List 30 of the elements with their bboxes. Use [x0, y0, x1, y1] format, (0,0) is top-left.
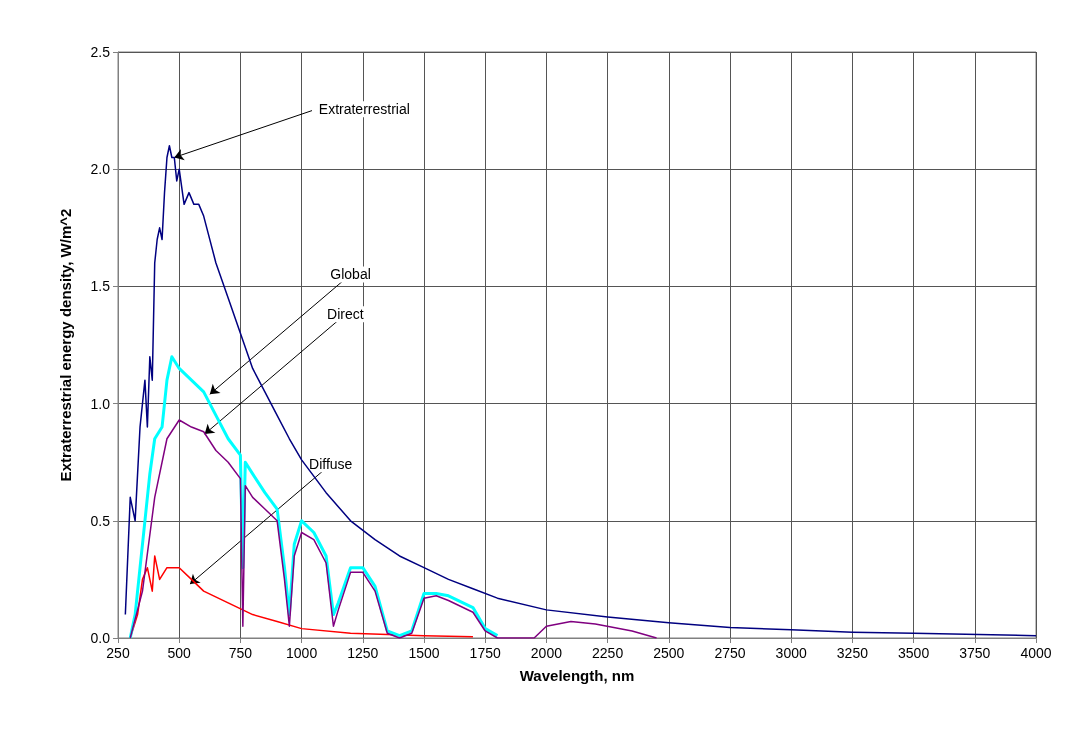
- x-tick-label: 2000: [530, 645, 563, 661]
- line-series: [124, 145, 1037, 637]
- x-tick-label: 250: [106, 645, 130, 661]
- y-tick-label: 2.0: [90, 161, 111, 178]
- x-axis-title: Wavelength, nm: [519, 667, 635, 684]
- x-tick-label: 1000: [286, 645, 318, 661]
- x-tick-label: 3250: [836, 645, 869, 661]
- x-tick-label: 1250: [347, 645, 379, 661]
- annotation: Direct: [327, 306, 364, 323]
- y-tick-label: 0.0: [90, 630, 111, 646]
- x-tick-label: 3750: [959, 645, 991, 661]
- x-tick-label: 3000: [775, 645, 807, 661]
- y-tick-label: 1.0: [90, 395, 111, 412]
- line-series: [129, 419, 658, 639]
- y-tick-label: 0.5: [90, 512, 111, 529]
- annotation: Global: [330, 266, 371, 283]
- y-tick-label: 2.5: [90, 44, 111, 60]
- x-tick-label: 4000: [1020, 645, 1052, 661]
- x-tick-label: 1750: [469, 645, 501, 661]
- annotation: Extraterrestrial: [318, 101, 410, 118]
- x-tick-label: 750: [228, 645, 253, 661]
- annotation: Diffuse: [309, 456, 353, 473]
- x-tick-label: 3500: [898, 645, 930, 661]
- x-tick-label: 2250: [592, 645, 624, 661]
- x-tick-label: 2750: [714, 645, 746, 661]
- x-tick-label: 2500: [653, 645, 685, 661]
- y-axis-title: Extraterrestrial energy density, W/m^2: [57, 208, 74, 482]
- x-tick-label: 1500: [408, 645, 440, 661]
- x-tick-label: 500: [167, 645, 192, 661]
- y-tick-label: 1.5: [90, 278, 111, 295]
